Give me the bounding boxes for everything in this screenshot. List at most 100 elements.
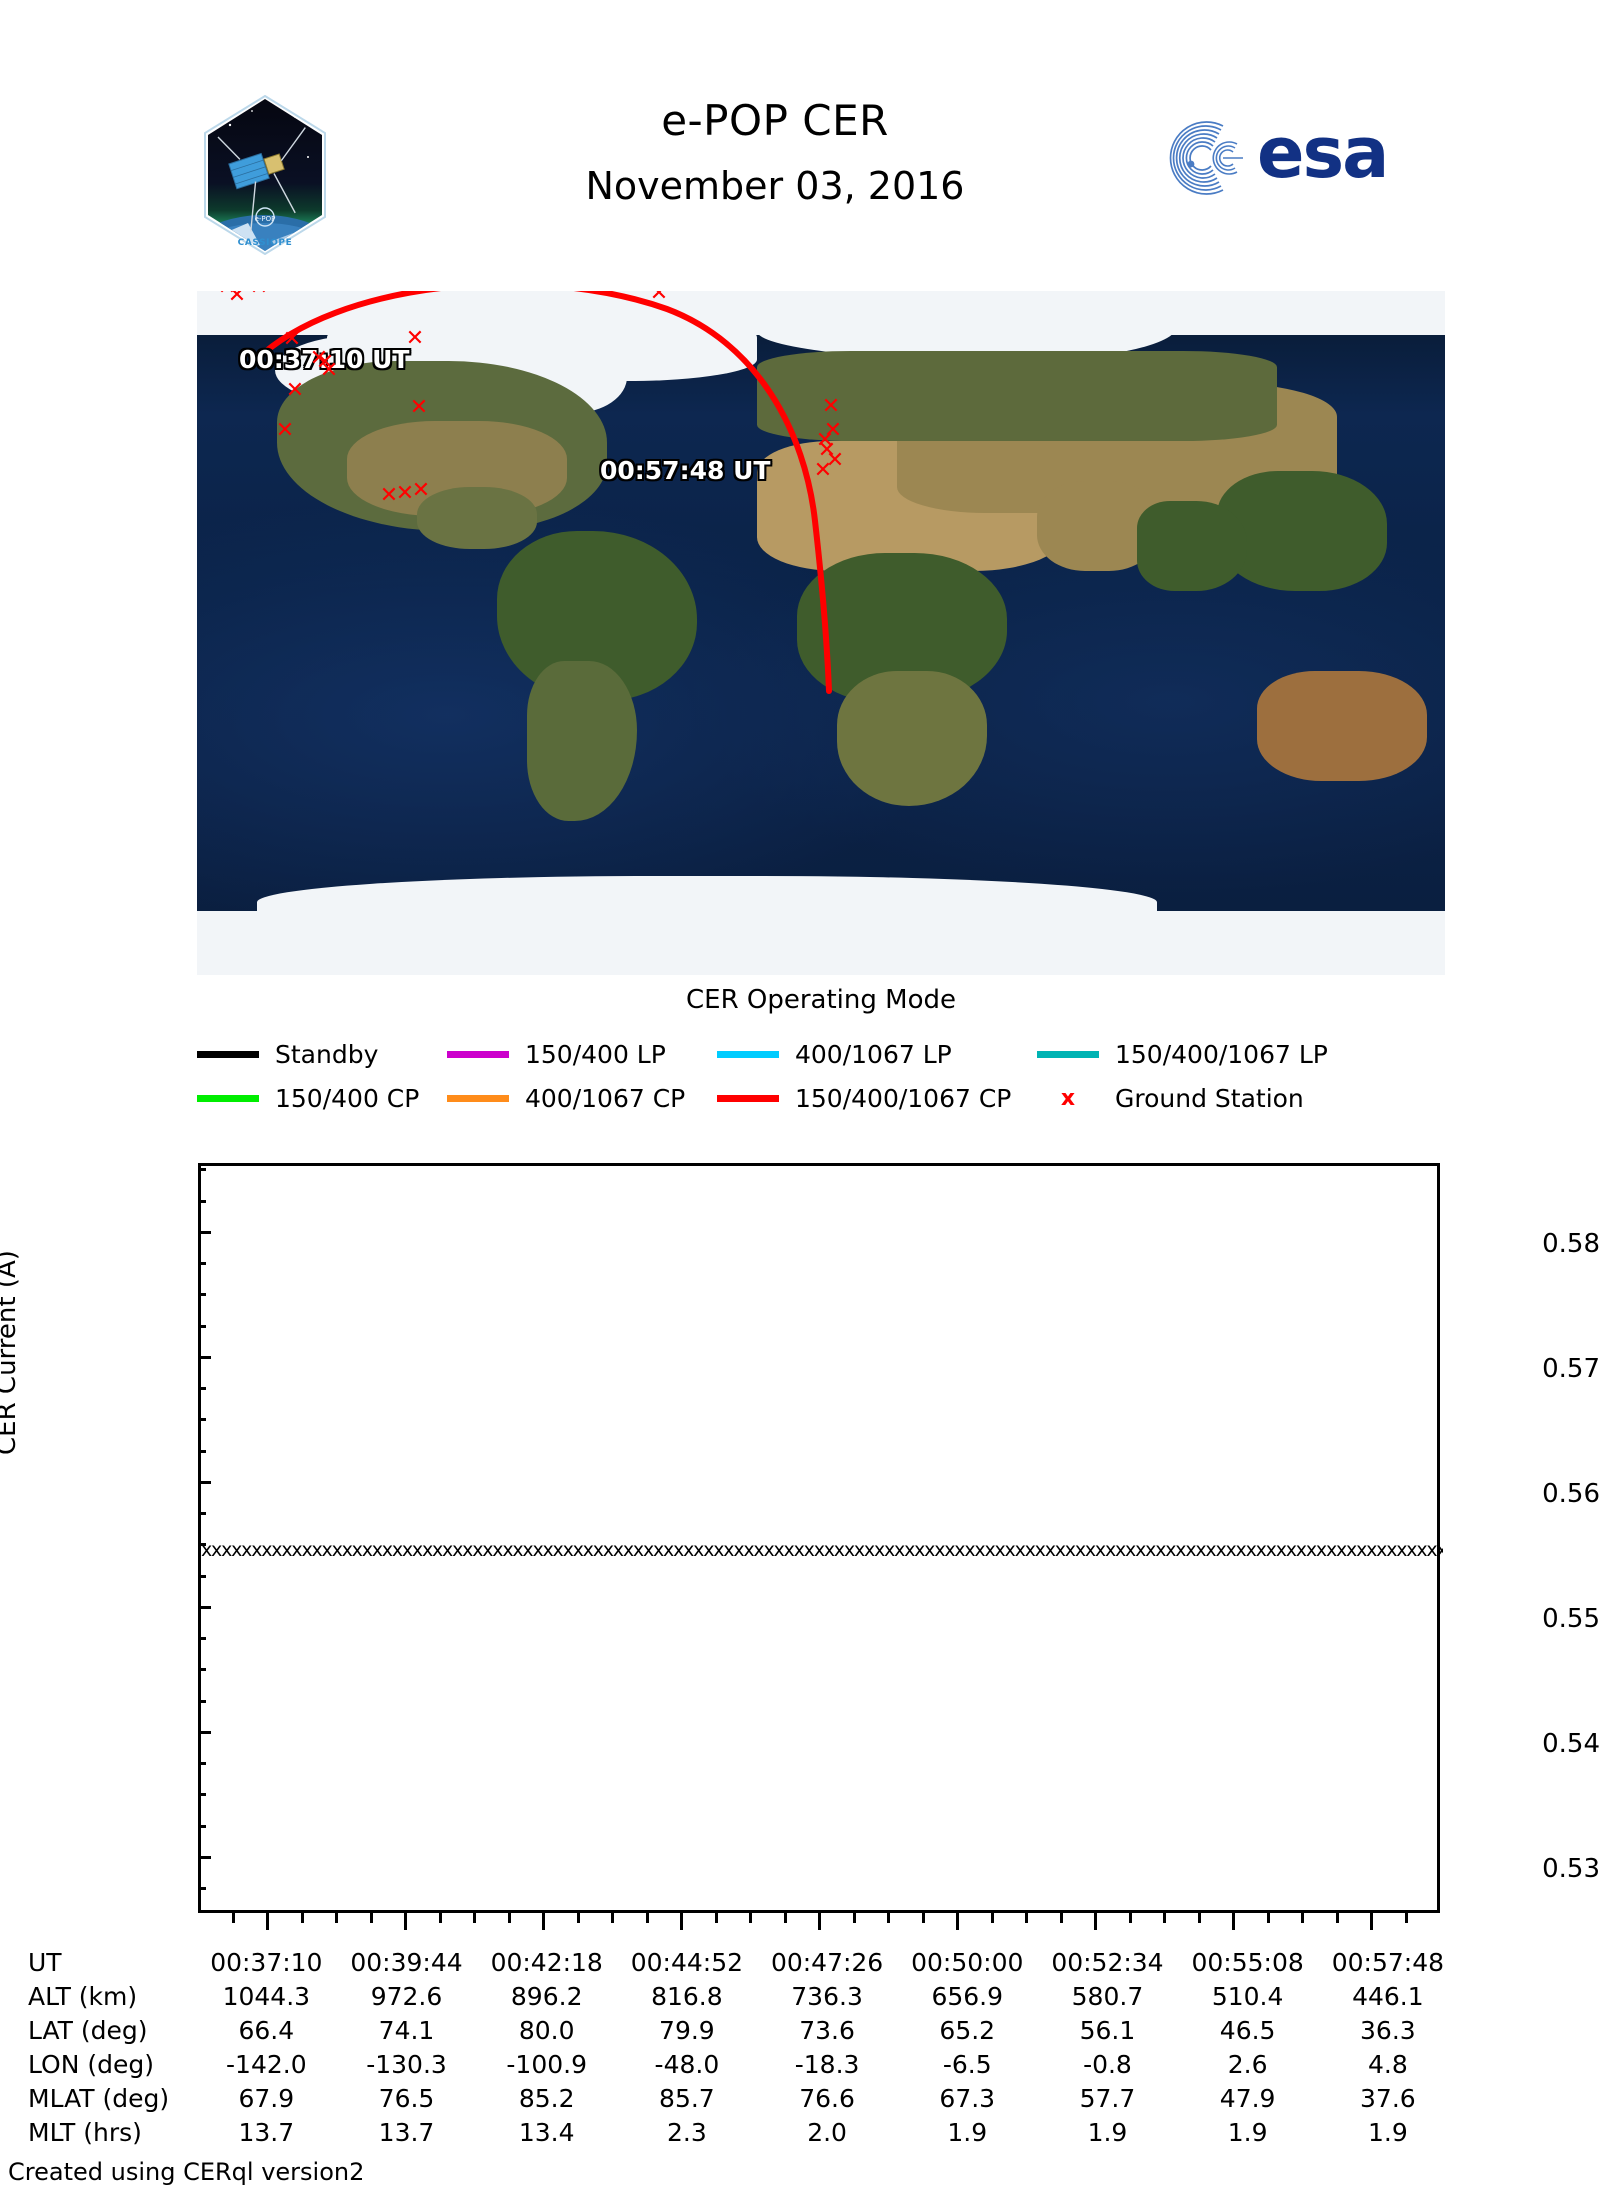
ephemeris-cell: 00:57:48 <box>1331 1947 1444 1977</box>
ephemeris-row: MLAT (deg) 67.9 76.5 85.2 85.7 76.6 67.3 57.7 47… <box>28 2081 1458 2115</box>
x-axis-minor-tick <box>438 1913 442 1923</box>
ground-station-marker: ✕ <box>825 448 845 473</box>
ephemeris-cell: 13.7 <box>238 2117 295 2147</box>
ephemeris-cell: 2.3 <box>667 2117 707 2147</box>
ephemeris-cell: 85.2 <box>518 2083 575 2113</box>
y-axis-minor-tick <box>198 1574 206 1578</box>
ephemeris-cell: 13.4 <box>518 2117 575 2147</box>
ephemeris-row-label: MLAT (deg) <box>28 2083 170 2113</box>
track-start-time-label: 00:37:10 UT <box>239 345 410 374</box>
y-axis-minor-tick <box>198 1199 206 1203</box>
ground-station-marker: ✕ <box>823 418 843 443</box>
ephemeris-table: UT 00:37:10 00:39:44 00:42:18 00:44:52 00:47:… <box>28 1945 1458 2149</box>
ephemeris-row: LON (deg) -142.0 -130.3 -100.9 -48.0 -18.3 -6.… <box>28 2047 1458 2081</box>
ephemeris-cell: 510.4 <box>1211 1981 1284 2011</box>
ground-station-marker: ✕ <box>821 394 841 419</box>
legend-label: Standby <box>275 1039 379 1069</box>
operating-mode-legend: Standby 150/400 LP 400/1067 LP 150/400/1… <box>197 1032 1445 1120</box>
x-axis-minor-tick <box>990 1913 994 1923</box>
y-tick-label: 0.55 <box>1542 1604 1600 1634</box>
south-america-south <box>527 661 637 821</box>
y-axis-minor-tick <box>198 1887 206 1890</box>
x-axis-minor-tick <box>611 1913 614 1923</box>
ground-station-marker: ✕ <box>275 418 295 443</box>
australia <box>1257 671 1427 781</box>
x-axis-minor-tick <box>473 1913 476 1923</box>
x-axis-minor-tick <box>852 1913 856 1923</box>
y-tick-label: 0.54 <box>1542 1729 1600 1759</box>
ground-station-marker: ✕ <box>319 358 339 383</box>
x-axis-minor-tick <box>1128 1913 1132 1923</box>
legend-item-ground-station[interactable]: x Ground Station <box>1037 1076 1304 1120</box>
x-axis-major-tick <box>818 1913 821 1930</box>
y-tick-label: 0.53 <box>1542 1854 1600 1884</box>
y-axis-minor-tick <box>198 1637 206 1640</box>
x-axis-minor-tick <box>300 1913 304 1923</box>
page-title: e-POP CER <box>661 96 889 145</box>
x-axis-minor-tick <box>1197 1913 1201 1923</box>
ephemeris-cell: 65.2 <box>939 2015 996 2045</box>
ephemeris-cell: -100.9 <box>506 2049 587 2079</box>
x-axis-major-tick <box>266 1913 269 1930</box>
legend-swatch-line <box>717 1050 779 1058</box>
legend-swatch-line <box>197 1050 259 1058</box>
ephemeris-cell: -6.5 <box>942 2049 992 2079</box>
y-axis-minor-tick <box>198 1699 206 1703</box>
esa-wordmark: esa <box>1257 112 1389 194</box>
x-axis-major-tick <box>956 1913 959 1930</box>
ephemeris-cell: 13.7 <box>378 2117 435 2147</box>
x-axis-major-tick <box>542 1913 545 1930</box>
ephemeris-row-label: LON (deg) <box>28 2049 154 2079</box>
ephemeris-cell: 972.6 <box>370 1981 443 2011</box>
y-axis-minor-tick <box>198 1168 206 1172</box>
legend-label: 400/1067 LP <box>795 1039 952 1069</box>
y-tick-label: 0.56 <box>1542 1479 1600 1509</box>
ephemeris-cell: 1.9 <box>947 2117 988 2147</box>
legend-label: 150/400 CP <box>275 1083 420 1113</box>
ground-station-marker: ✕ <box>282 327 302 352</box>
legend-item-150-400-lp[interactable]: 150/400 LP <box>447 1032 717 1076</box>
ephemeris-cell: 46.5 <box>1219 2015 1276 2045</box>
y-axis-minor-tick <box>198 1418 206 1422</box>
ephemeris-cell: 00:44:52 <box>630 1947 744 1977</box>
legend-swatch-line <box>1037 1050 1099 1058</box>
ephemeris-cell: 76.6 <box>799 2083 855 2113</box>
x-axis-minor-tick <box>921 1913 925 1923</box>
y-axis-minor-tick <box>198 1293 206 1297</box>
legend-swatch-line <box>717 1094 779 1102</box>
ephemeris-row: LAT (deg) 66.4 74.1 80.0 79.9 73.6 65.2 56.1 46.… <box>28 2013 1458 2047</box>
y-axis-minor-tick <box>198 1762 206 1765</box>
y-axis-minor-tick <box>198 1324 206 1328</box>
page-header: e-POP CASSIOPE e-POP CER November 03, 20… <box>0 0 1600 280</box>
y-axis-major-tick <box>198 1730 211 1734</box>
ephemeris-cell: 00:52:34 <box>1051 1947 1164 1977</box>
ephemeris-row-label: UT <box>28 1947 62 1977</box>
ephemeris-cell: 74.1 <box>378 2015 435 2045</box>
x-axis-minor-tick <box>749 1913 752 1923</box>
ephemeris-cell: 57.7 <box>1079 2083 1136 2113</box>
ephemeris-cell: -18.3 <box>794 2049 860 2079</box>
legend-item-standby[interactable]: Standby <box>197 1032 447 1076</box>
legend-item-400-1067-cp[interactable]: 400/1067 CP <box>447 1076 717 1120</box>
ephemeris-row: UT 00:37:10 00:39:44 00:42:18 00:44:52 00:47:… <box>28 1945 1458 1979</box>
cer-current-plot[interactable]: xxxxxxxxxxxxxxxxxxxxxxxxxxxxxxxxxxxxxxxx… <box>198 1163 1443 1913</box>
legend-label: 150/400 LP <box>525 1039 666 1069</box>
ground-station-marker: ✕ <box>815 428 835 453</box>
ephemeris-cell: 80.0 <box>518 2015 575 2045</box>
x-axis-minor-tick <box>1335 1913 1339 1923</box>
legend-item-150-400-1067-lp[interactable]: 150/400/1067 LP <box>1037 1032 1328 1076</box>
ephemeris-cell: 85.7 <box>659 2083 715 2113</box>
legend-item-150-400-1067-cp[interactable]: 150/400/1067 CP <box>717 1076 1037 1120</box>
legend-item-150-400-cp[interactable]: 150/400 CP <box>197 1076 447 1120</box>
legend-item-400-1067-lp[interactable]: 400/1067 LP <box>717 1032 1037 1076</box>
ephemeris-cell: 1.9 <box>1227 2117 1268 2147</box>
india <box>1137 501 1247 591</box>
ephemeris-row-label: MLT (hrs) <box>28 2117 142 2147</box>
legend-swatch-line <box>447 1094 509 1102</box>
ephemeris-cell: 47.9 <box>1219 2083 1276 2113</box>
ephemeris-cell: -48.0 <box>654 2049 720 2079</box>
y-axis-minor-tick <box>198 1824 206 1828</box>
ground-station-marker: ✕ <box>379 483 399 508</box>
ephemeris-cell: 00:50:00 <box>911 1947 1024 1977</box>
ground-station-marker: ✕ <box>218 291 236 299</box>
